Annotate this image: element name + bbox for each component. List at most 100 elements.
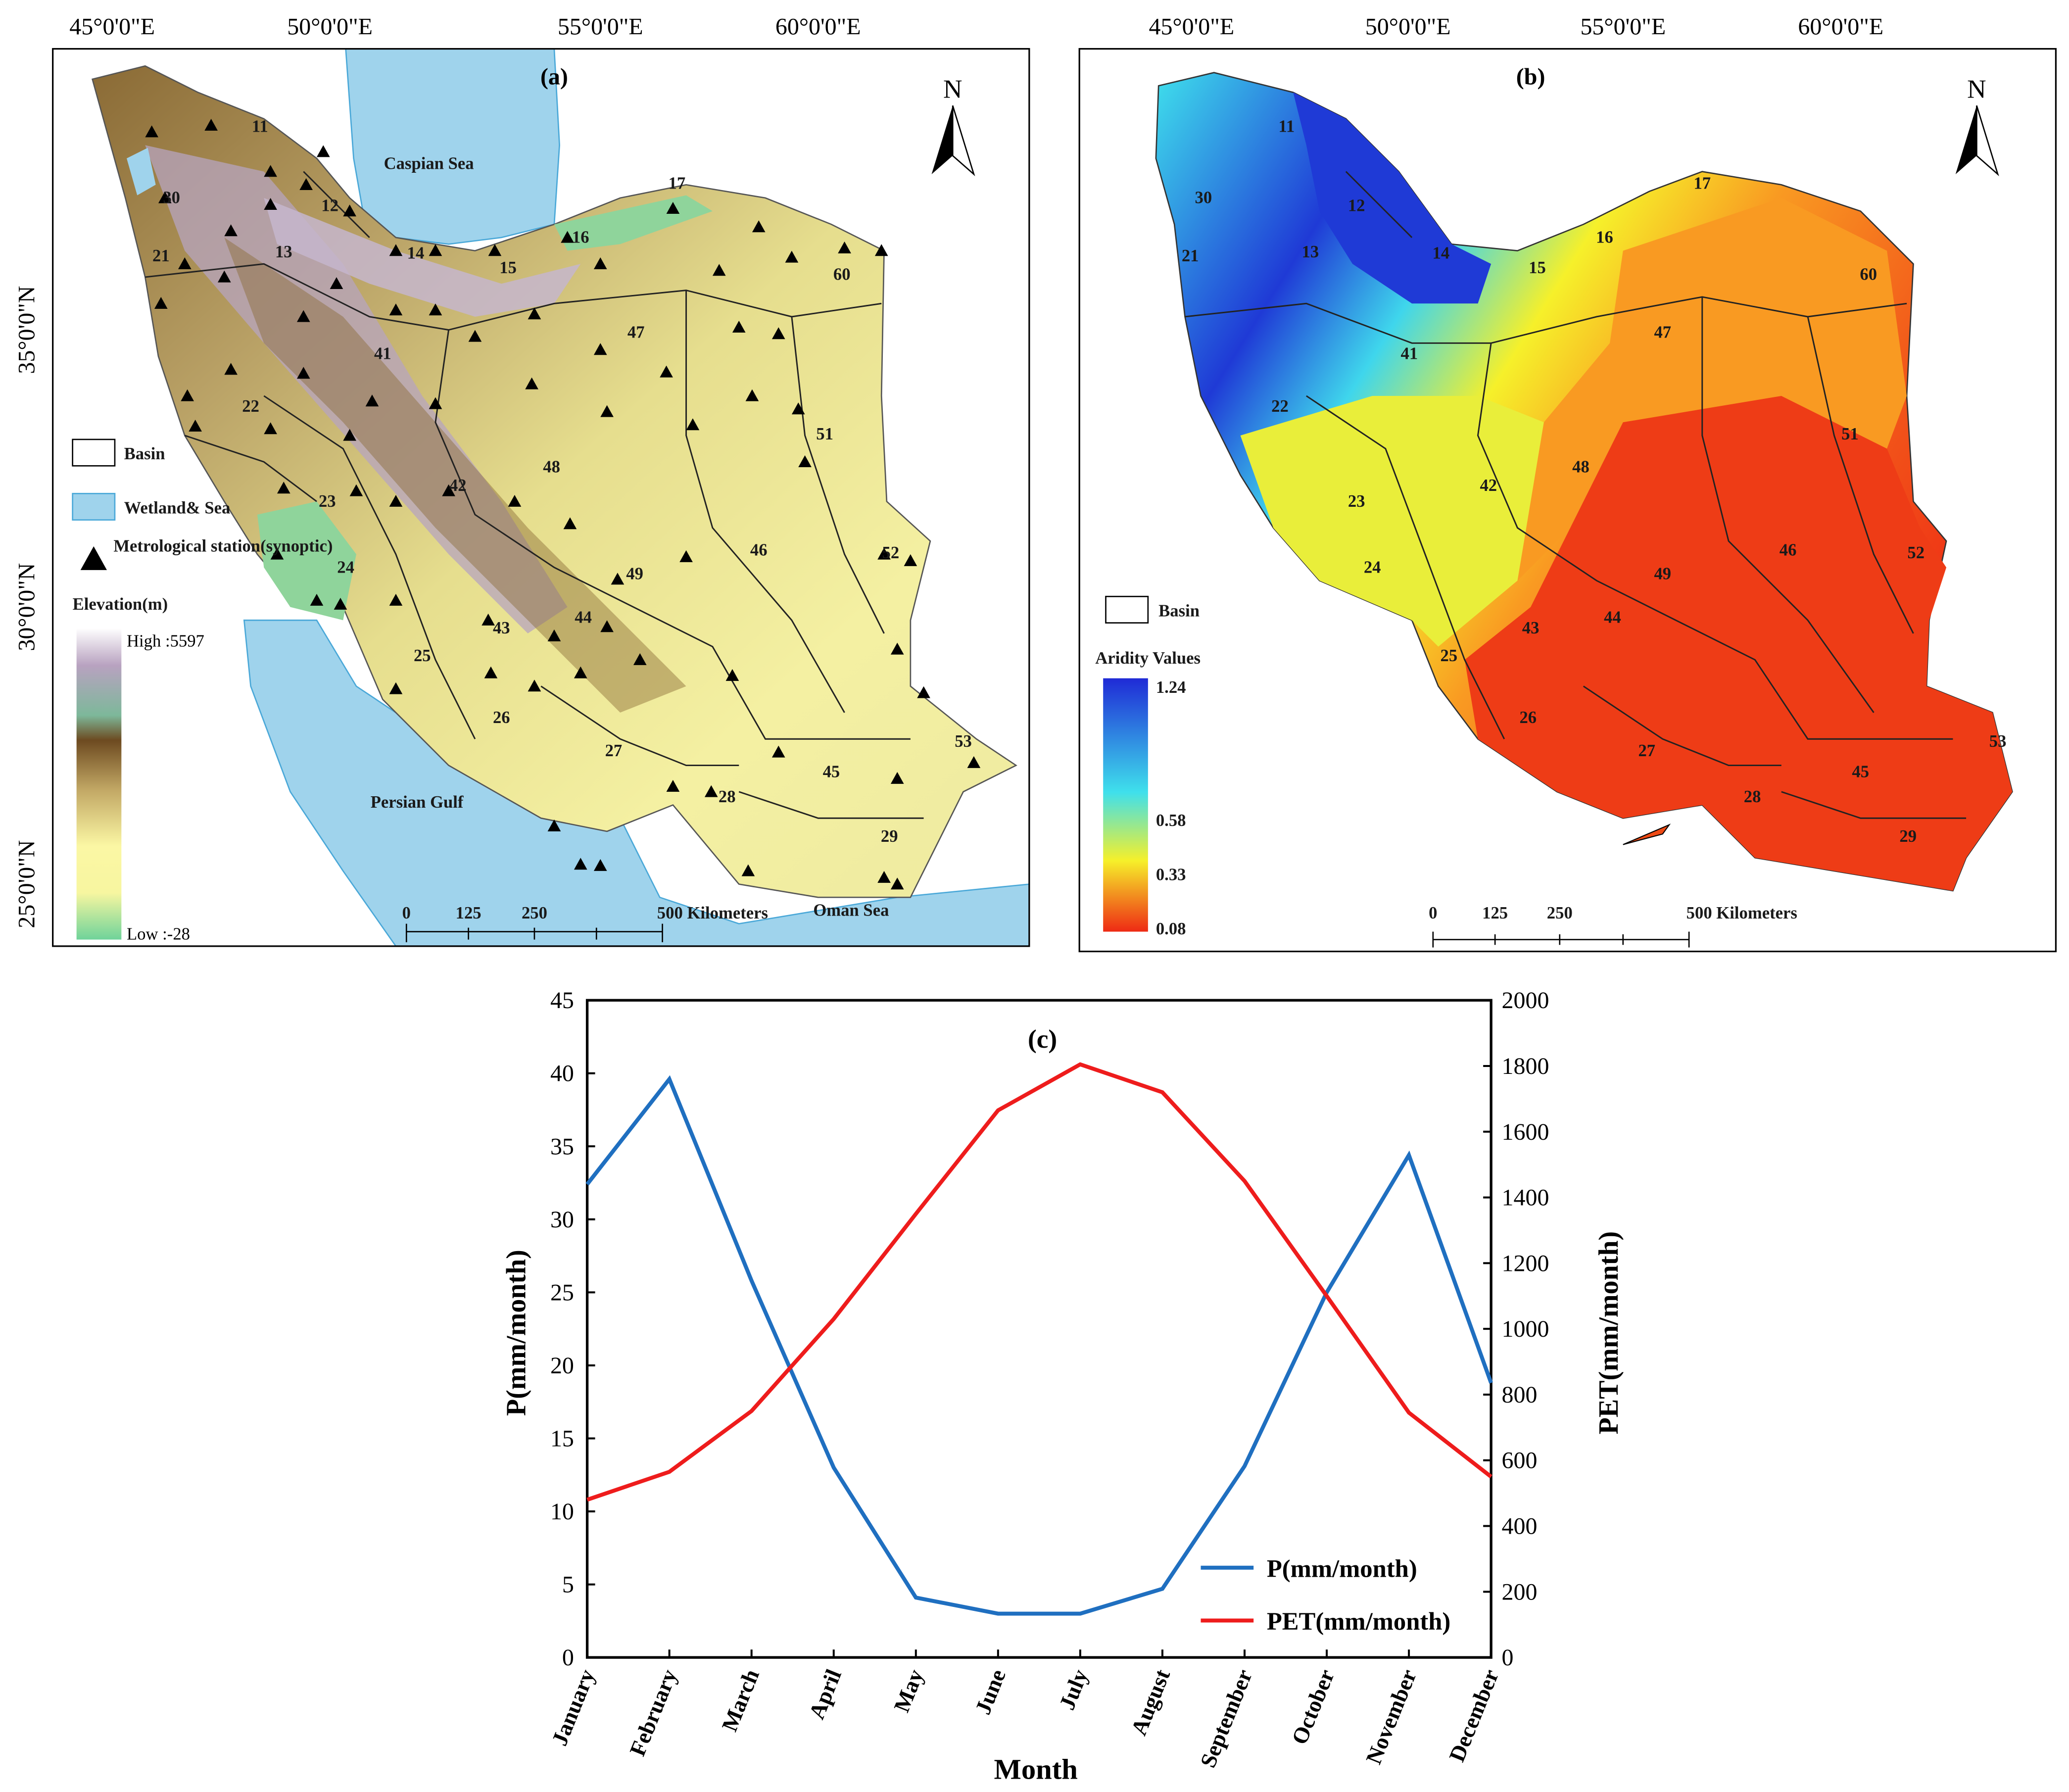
basin-label-24: 24 [1364, 558, 1381, 577]
caspian-label: Caspian Sea [384, 154, 474, 173]
basin-label-16: 16 [1596, 228, 1613, 247]
x-tick-label: July [1055, 1666, 1093, 1713]
series-line-pet [586, 1062, 1492, 1502]
basin-label-11: 11 [1278, 117, 1295, 136]
x-tick-label: November [1361, 1666, 1422, 1767]
basin-label-27: 27 [605, 741, 623, 760]
y2-tick-label: 800 [1501, 1382, 1537, 1408]
y-tick-label: 15 [550, 1425, 574, 1452]
x-tick-label: September [1196, 1666, 1257, 1771]
basin-label-46: 46 [750, 541, 768, 560]
station-marker [798, 455, 812, 467]
svg-text:N: N [1967, 74, 1986, 103]
central-brown [224, 237, 686, 713]
island [1623, 823, 1671, 845]
x-tick-label: June [970, 1666, 1010, 1718]
legend-station-label: Metrological station(synoptic) [113, 537, 333, 556]
lat-label: 30°0'0"N [13, 563, 40, 651]
basin-label-52: 52 [882, 543, 900, 562]
basin-label-41: 41 [374, 344, 391, 363]
station-marker [389, 244, 403, 256]
station-marker [967, 756, 981, 768]
series-line-p [585, 1075, 1493, 1616]
lon-label: 60°0'0"E [1798, 13, 1883, 40]
station-marker [264, 422, 277, 435]
y2-tick-label: 1000 [1501, 1316, 1549, 1342]
yellow-zone [1240, 395, 1544, 647]
aridity-tick: 0.58 [1156, 811, 1186, 830]
station-marker [563, 517, 577, 530]
station-marker [574, 666, 587, 678]
station-marker [874, 244, 888, 256]
basin-label-42: 42 [449, 476, 467, 495]
humid-zone [1293, 92, 1492, 304]
oman-sea-label: Oman Sea [813, 901, 889, 920]
station-marker [389, 494, 403, 507]
lon-label: 55°0'0"E [1580, 13, 1666, 40]
x-tick-label: February [625, 1666, 682, 1759]
station-marker [785, 250, 799, 263]
station-marker [389, 682, 403, 694]
station-marker [429, 303, 442, 316]
north-arrow-icon: N [931, 74, 975, 177]
zagros-highlands [145, 145, 568, 633]
station-marker [508, 494, 522, 507]
elevation-title: Elevation(m) [73, 595, 168, 614]
y2-tick-label: 1400 [1501, 1185, 1549, 1211]
basin-label-14: 14 [1432, 244, 1449, 263]
station-marker [890, 642, 904, 655]
x-tick-label: December [1444, 1666, 1504, 1765]
y2-axis-label: PET(mm/month) [1593, 1231, 1624, 1435]
basin-label-30: 30 [163, 189, 180, 207]
station-marker [600, 620, 614, 632]
aridity-tick: 0.33 [1156, 866, 1186, 884]
station-marker [264, 197, 277, 210]
station-marker [343, 429, 356, 441]
basin-label-23: 23 [319, 492, 336, 511]
svg-text:N: N [943, 74, 962, 103]
station-marker [917, 686, 930, 698]
basin-label-49: 49 [1654, 565, 1671, 583]
station-marker [178, 257, 192, 269]
legend-wetland-swatch [72, 492, 116, 521]
station-marker [349, 484, 363, 496]
basin-label-28: 28 [719, 787, 736, 806]
station-marker [838, 241, 851, 253]
basin-label-21: 21 [1182, 246, 1199, 265]
arid-zone [1464, 395, 2013, 891]
basin-label-47: 47 [1654, 323, 1671, 342]
station-marker [310, 593, 324, 606]
basin-label-46: 46 [1780, 541, 1797, 560]
basin-label-44: 44 [575, 608, 592, 627]
x-tick-label: April [804, 1666, 846, 1722]
station-marker [745, 389, 759, 401]
y2-tick-label: 400 [1501, 1513, 1537, 1540]
station-marker [611, 573, 625, 585]
basin-label-47: 47 [627, 323, 645, 342]
y-tick-label: 20 [550, 1353, 574, 1379]
y-axis-label: P(mm/month) [501, 1250, 531, 1416]
basin-label-48: 48 [543, 458, 560, 477]
legend-basin-swatch [1105, 595, 1149, 624]
basin-boundaries [1185, 171, 1967, 819]
basin-label-44: 44 [1604, 608, 1621, 627]
station-marker [791, 402, 805, 415]
station-marker [904, 554, 917, 566]
panel-label-a: (a) [540, 64, 568, 90]
basin-label-14: 14 [407, 244, 425, 263]
station-marker [633, 653, 647, 665]
station-marker [547, 629, 561, 641]
station-marker [574, 858, 587, 870]
station-marker [429, 244, 442, 256]
aridity-colorbar [1103, 678, 1148, 932]
legend-entry: PET(mm/month) [1267, 1607, 1450, 1635]
station-marker [488, 244, 502, 256]
elevation-map: 45°0'0"E 50°0'0"E 55°0'0"E 60°0'0"E 35°0… [0, 0, 1043, 977]
svg-text:500 Kilometers: 500 Kilometers [657, 904, 768, 922]
basin-label-22: 22 [1271, 397, 1289, 416]
station-marker [204, 118, 218, 131]
basin-label-12: 12 [321, 196, 338, 215]
elevation-high: High :5597 [127, 632, 204, 651]
lat-label: 25°0'0"N [13, 840, 40, 928]
